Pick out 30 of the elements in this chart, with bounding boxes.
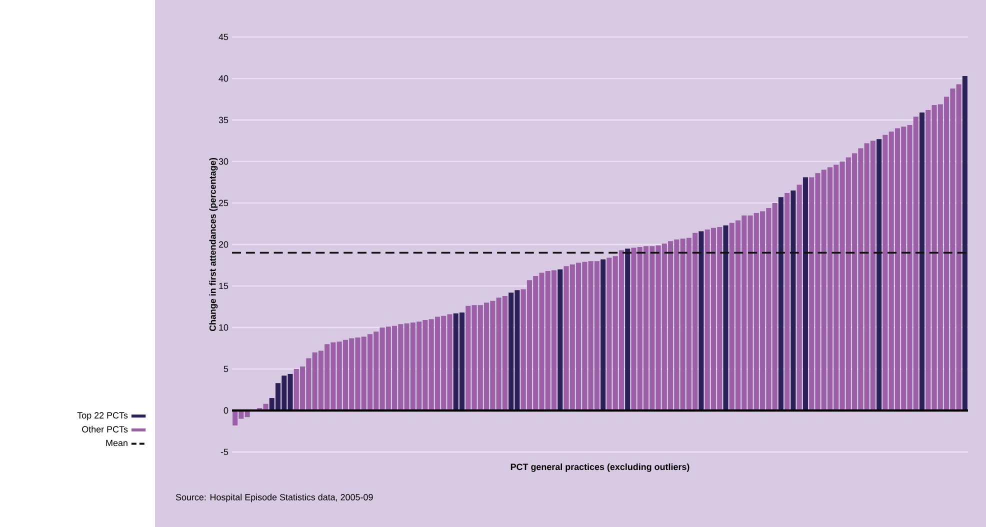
y-tick-label: -5 [220,448,228,456]
bar [796,184,802,410]
bar [625,248,630,410]
bar [784,193,790,410]
bar [802,177,808,410]
y-tick-label: 25 [218,200,228,206]
source-note: Source: Hospital Episode Statistics data, 2005-09 [176,494,373,502]
y-tick-label: 45 [218,34,228,40]
y-tick-label: 15 [219,282,228,290]
legend-label: Mean [106,440,128,446]
bar [698,231,704,410]
bar [962,76,968,410]
bar [876,139,882,410]
bar [558,269,563,410]
y-tick-label: 35 [218,116,228,124]
bar [790,190,796,410]
bar [919,112,925,410]
y-tick-label: 5 [224,366,228,372]
bar [600,259,606,410]
legend-label: Other PCTs [82,426,128,432]
y-tick-label: 30 [218,158,228,165]
y-tick-label: 0 [224,407,228,414]
bar [778,197,784,410]
y-tick-label: 20 [218,241,228,248]
legend-label: Top 22 PCTs [77,412,128,420]
y-axis-title: Change in first attendances (percentage) [209,158,218,332]
y-tick-label: 10 [219,324,228,331]
bar [723,225,728,410]
y-tick-label: 40 [218,75,228,82]
x-axis-title: PCT general practices (excluding outliers) [510,463,690,472]
